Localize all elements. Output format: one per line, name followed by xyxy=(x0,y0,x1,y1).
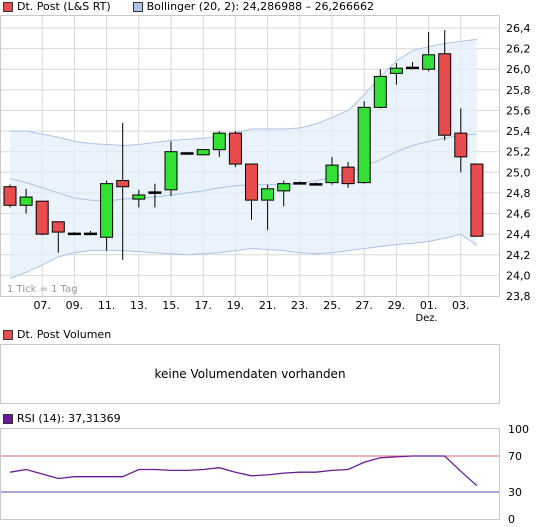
candle-body xyxy=(277,183,291,192)
candle-body xyxy=(357,106,371,184)
candle-body xyxy=(422,54,436,70)
candle-body xyxy=(406,66,419,70)
volume-no-data-message: keine Volumendaten vorhanden xyxy=(154,367,346,381)
candle-body xyxy=(67,232,81,236)
x-tick-label: 07. xyxy=(33,299,51,312)
candle-body xyxy=(148,191,162,194)
y-tick-label: 25,4 xyxy=(506,125,531,138)
candle-body xyxy=(389,67,403,74)
bollinger-label: Bollinger (20, 2): 24,286988 – 26,266662 xyxy=(146,0,375,13)
x-tick-label: 01. xyxy=(420,299,438,312)
x-tick-label: 19. xyxy=(227,299,245,312)
volume-label: Dt. Post Volumen xyxy=(17,328,112,341)
y-tick-label: 24,0 xyxy=(506,269,531,282)
y-tick-label: 24,8 xyxy=(506,187,531,200)
candle-body xyxy=(116,180,130,188)
y-tick-label: 26,2 xyxy=(506,43,531,56)
x-tick-label: 11. xyxy=(98,299,116,312)
candle-body xyxy=(100,183,114,238)
volume-swatch xyxy=(3,329,13,340)
x-tick-sublabel: Dez. xyxy=(415,313,437,324)
rsi-label: RSI (14): 37,31369 xyxy=(17,412,121,425)
candle-body xyxy=(438,53,452,136)
x-tick-label: 27. xyxy=(355,299,373,312)
tick-note: 1 Tick = 1 Tag xyxy=(7,284,78,295)
y-tick-label: 25,2 xyxy=(506,146,531,159)
candle-body xyxy=(309,183,323,186)
price-series-swatch xyxy=(3,1,13,12)
bollinger-middle-line xyxy=(9,133,477,202)
rsi-tick-label: 0 xyxy=(508,513,515,526)
bollinger-lower-line xyxy=(9,233,478,279)
y-tick-label: 25,0 xyxy=(506,166,531,179)
candle-body xyxy=(164,151,178,191)
candle-body xyxy=(84,232,97,236)
volume-panel xyxy=(0,344,500,404)
candle-body xyxy=(19,196,33,206)
rsi-line xyxy=(9,455,478,487)
rsi-panel xyxy=(0,428,500,520)
volume-legend: Dt. Post Volumen xyxy=(3,328,111,341)
x-tick-label: 13. xyxy=(130,299,148,312)
candle-body xyxy=(196,149,210,156)
candle-body xyxy=(470,163,484,237)
candle-body xyxy=(325,164,339,184)
candle-body xyxy=(245,163,258,201)
candle-body xyxy=(3,186,17,206)
candle-body xyxy=(228,132,242,165)
candle-body xyxy=(212,132,226,151)
y-tick-label: 25,8 xyxy=(506,84,531,97)
rsi-tick-label: 100 xyxy=(508,423,529,436)
x-tick-label: 03. xyxy=(452,299,470,312)
candle-body xyxy=(180,152,194,155)
y-tick-label: 25,6 xyxy=(506,104,531,117)
candle-body xyxy=(373,75,387,108)
candle-body xyxy=(293,182,307,185)
rsi-tick-label: 30 xyxy=(508,486,522,499)
x-tick-label: 09. xyxy=(66,299,84,312)
rsi-tick-label: 70 xyxy=(508,450,522,463)
y-tick-label: 24,4 xyxy=(506,228,531,241)
x-tick-label: 25. xyxy=(323,299,341,312)
x-tick-label: 21. xyxy=(259,299,277,312)
rsi-swatch xyxy=(3,413,13,424)
price-chart: 23,8 24,0 24,2 24,4 24,6 24,8 25,0 25,2 25,4 25,6… xyxy=(1,16,531,324)
candle-body xyxy=(261,188,275,201)
x-tick-label: 17. xyxy=(194,299,212,312)
candle-body xyxy=(132,194,146,200)
x-tick-label: 29. xyxy=(388,299,406,312)
x-tick-label: 23. xyxy=(291,299,309,312)
bollinger-upper-line xyxy=(10,38,477,147)
y-tick-label: 26,0 xyxy=(506,63,531,76)
y-tick-label: 24,2 xyxy=(506,249,531,262)
rsi-legend: RSI (14): 37,31369 xyxy=(3,412,121,425)
y-tick-label: 23,8 xyxy=(506,290,531,303)
candle-body xyxy=(35,200,49,235)
candle-body xyxy=(341,166,355,185)
bollinger-swatch xyxy=(132,1,143,12)
price-series-label: Dt. Post (L&S RT) xyxy=(17,0,111,13)
price-legend: Dt. Post (L&S RT) Bollinger (20, 2): 24,… xyxy=(3,0,374,13)
candle-body xyxy=(51,221,65,233)
candle-body xyxy=(454,132,468,158)
y-tick-label: 26,4 xyxy=(506,22,531,35)
y-tick-label: 24,6 xyxy=(506,208,531,221)
x-tick-label: 15. xyxy=(162,299,180,312)
